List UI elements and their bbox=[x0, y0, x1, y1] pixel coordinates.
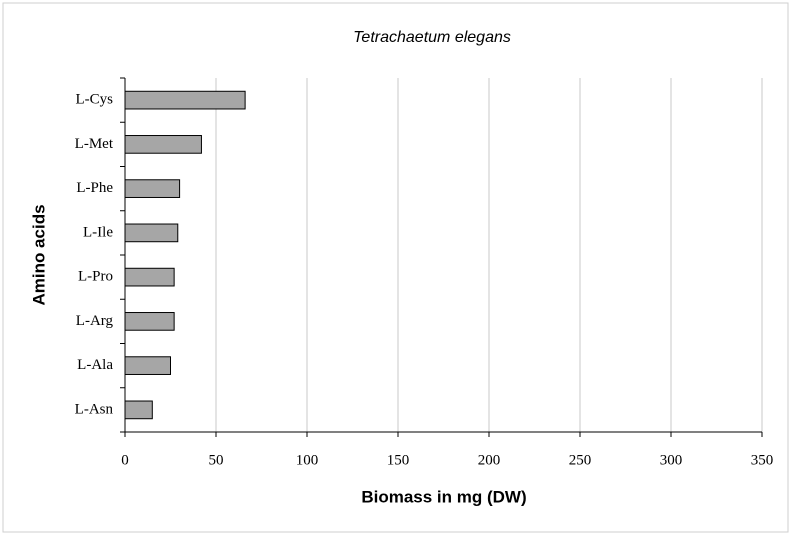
y-tick-label: L-Arg bbox=[76, 313, 114, 329]
y-tick-label: L-Asn bbox=[75, 401, 114, 417]
y-tick-label: L-Cys bbox=[76, 92, 114, 108]
bar bbox=[124, 356, 171, 375]
x-axis-label: Biomass in mg (DW) bbox=[361, 487, 526, 506]
bar bbox=[124, 223, 179, 243]
y-tick-label: L-Ala bbox=[77, 357, 113, 373]
bar bbox=[124, 312, 175, 331]
x-tick-label: 250 bbox=[569, 452, 592, 468]
y-tick-label: L-Met bbox=[75, 136, 114, 152]
bar bbox=[124, 90, 246, 110]
y-tick-label: L-Phe bbox=[76, 180, 113, 196]
y-tick-label: L-Ile bbox=[83, 224, 113, 240]
x-tick-label: 50 bbox=[209, 452, 224, 468]
chart-title: Tetrachaetum elegans bbox=[353, 29, 511, 46]
bar bbox=[124, 135, 202, 154]
x-tick-label: 150 bbox=[387, 452, 410, 468]
x-tick-label: 350 bbox=[751, 452, 774, 468]
x-tick-label: 200 bbox=[478, 452, 501, 468]
x-tick-label: 100 bbox=[296, 452, 319, 468]
bar bbox=[124, 400, 153, 420]
x-tick-label: 0 bbox=[121, 452, 129, 468]
y-tick-label: L-Pro bbox=[78, 269, 113, 285]
bar bbox=[124, 267, 175, 287]
x-tick-label: 300 bbox=[660, 452, 683, 468]
y-axis-label: Amino acids bbox=[29, 204, 48, 305]
bar bbox=[124, 179, 181, 198]
